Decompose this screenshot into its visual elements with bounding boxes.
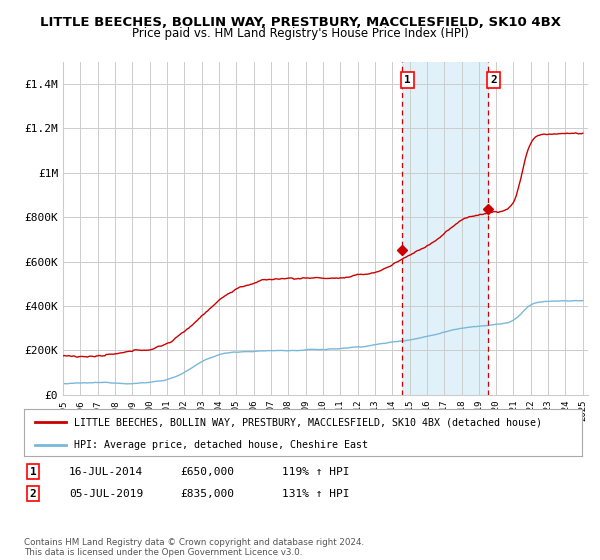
Bar <box>401 62 488 395</box>
Text: 2: 2 <box>29 489 37 499</box>
Text: LITTLE BEECHES, BOLLIN WAY, PRESTBURY, MACCLESFIELD, SK10 4BX (detached house): LITTLE BEECHES, BOLLIN WAY, PRESTBURY, M… <box>74 417 542 427</box>
Text: 131% ↑ HPI: 131% ↑ HPI <box>282 489 349 499</box>
Text: 1: 1 <box>404 75 411 85</box>
Text: Contains HM Land Registry data © Crown copyright and database right 2024.
This d: Contains HM Land Registry data © Crown c… <box>24 538 364 557</box>
Text: 1: 1 <box>29 466 37 477</box>
Text: 119% ↑ HPI: 119% ↑ HPI <box>282 466 349 477</box>
Text: 16-JUL-2014: 16-JUL-2014 <box>69 466 143 477</box>
Text: 2: 2 <box>490 75 497 85</box>
Text: HPI: Average price, detached house, Cheshire East: HPI: Average price, detached house, Ches… <box>74 440 368 450</box>
Text: £650,000: £650,000 <box>180 466 234 477</box>
Text: LITTLE BEECHES, BOLLIN WAY, PRESTBURY, MACCLESFIELD, SK10 4BX: LITTLE BEECHES, BOLLIN WAY, PRESTBURY, M… <box>40 16 560 29</box>
Text: 05-JUL-2019: 05-JUL-2019 <box>69 489 143 499</box>
Text: Price paid vs. HM Land Registry's House Price Index (HPI): Price paid vs. HM Land Registry's House … <box>131 27 469 40</box>
Text: £835,000: £835,000 <box>180 489 234 499</box>
